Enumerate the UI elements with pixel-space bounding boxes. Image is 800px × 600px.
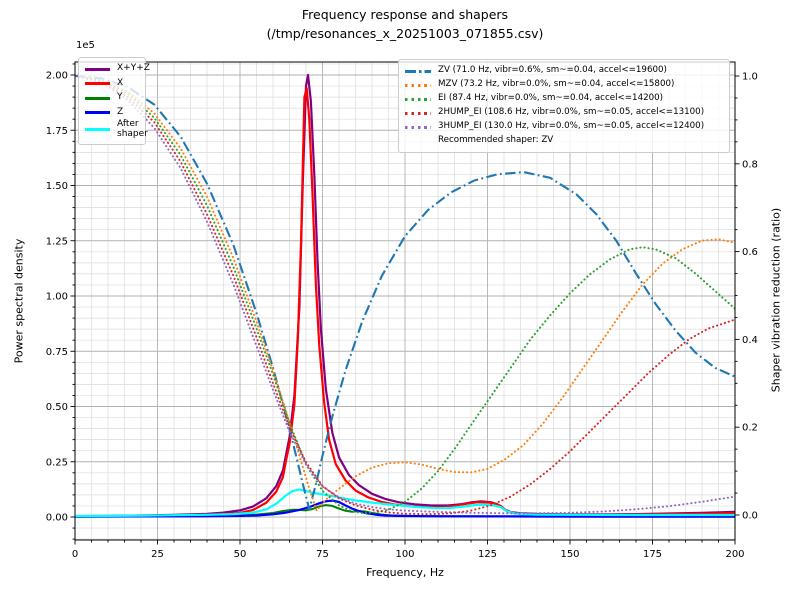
legend-swatch-solid-icon xyxy=(85,67,110,71)
y-left-tick-label: 2.00 xyxy=(46,71,68,82)
legend-item: MZV (73.2 Hz, vibr=0.0%, sm~=0.04, accel… xyxy=(405,78,723,92)
legend-swatch-dashdot-icon xyxy=(405,69,431,73)
legend-swatch-solid-icon xyxy=(85,128,110,132)
series-3hump-ei xyxy=(75,75,735,515)
y-right-tick-label: 0.4 xyxy=(742,335,758,346)
legend-item: EI (87.4 Hz, vibr=0.0%, sm~=0.04, accel<… xyxy=(405,92,723,106)
legend-swatch-dotted-icon xyxy=(405,125,431,129)
tick-labels: 0 25 50 75 100 125 150 175 200 0.00 0.25 0.50 0.75 1.… xyxy=(46,71,758,561)
y-right-tick-label: 0.2 xyxy=(742,423,758,434)
axis-ticks xyxy=(70,63,740,545)
y-left-tick-label: 1.50 xyxy=(46,181,68,192)
x-tick-label: 75 xyxy=(316,549,329,560)
series-ei xyxy=(75,75,735,515)
legend-swatch-solid-icon xyxy=(85,82,110,86)
legend-item: X+Y+Z xyxy=(85,62,150,77)
legend-swatch-blank xyxy=(405,140,431,143)
legend-item: After shaper xyxy=(85,119,148,140)
legend-item-label: Z xyxy=(117,106,124,117)
legend-item: 3HUMP_EI (130.0 Hz, vibr=0.0%, sm~=0.05,… xyxy=(405,120,723,134)
y-left-tick-label: 1.75 xyxy=(46,126,68,137)
legend-footer: Recommended shaper: ZV xyxy=(405,134,723,148)
legend-item-label: 3HUMP_EI (130.0 Hz, vibr=0.0%, sm~=0.05,… xyxy=(438,121,705,132)
chart-title-line1: Frequency response and shapers xyxy=(301,7,509,22)
x-tick-label: 150 xyxy=(560,549,579,560)
y-axis-left-label: Power spectral density xyxy=(12,238,26,364)
legend-item: 2HUMP_EI (108.6 Hz, vibr=0.0%, sm~=0.05,… xyxy=(405,106,723,120)
curves xyxy=(75,73,735,518)
legend-item: Z xyxy=(85,106,139,121)
x-tick-label: 125 xyxy=(478,549,497,560)
legend-item-label: ZV (71.0 Hz, vibr=0.6%, sm~=0.04, accel<… xyxy=(438,65,667,76)
legend-swatch-dotted-icon xyxy=(405,111,431,115)
y-left-tick-label: 0.00 xyxy=(46,513,68,524)
y-left-tick-label: 0.25 xyxy=(46,457,68,468)
legend-swatch-solid-icon xyxy=(85,111,110,115)
y-axis-offset-label: 1e5 xyxy=(76,40,95,51)
y-left-tick-label: 0.50 xyxy=(46,402,68,413)
legend-item: Y xyxy=(85,91,139,106)
x-axis-label: Frequency, Hz xyxy=(366,566,444,579)
chart-title: Frequency response and shapers (/tmp/res… xyxy=(75,6,735,44)
x-tick-label: 0 xyxy=(72,549,78,560)
y-left-tick-label: 0.75 xyxy=(46,347,68,358)
legend-swatch-dotted-icon xyxy=(405,83,431,87)
y-left-tick-label: 1.25 xyxy=(46,236,68,247)
x-tick-label: 50 xyxy=(234,549,247,560)
legend-swatch-dotted-icon xyxy=(405,97,431,101)
legend-item-label: EI (87.4 Hz, vibr=0.0%, sm~=0.04, accel<… xyxy=(438,93,664,104)
legend-item: X xyxy=(85,77,139,92)
x-tick-label: 200 xyxy=(725,549,744,560)
x-tick-label: 175 xyxy=(643,549,662,560)
legend-item-label: X xyxy=(117,77,124,88)
recommended-shaper-text: Recommended shaper: ZV xyxy=(438,135,554,146)
series-2hump-ei xyxy=(75,75,735,516)
series-z xyxy=(75,499,735,518)
legend-psd: X+Y+Z X Y Z After shaper xyxy=(78,57,150,145)
y-left-tick-label: 1.00 xyxy=(46,292,68,303)
chart-title-line2: (/tmp/resonances_x_20251003_071855.csv) xyxy=(266,25,544,41)
legend-shapers: ZV (71.0 Hz, vibr=0.6%, sm~=0.04, accel<… xyxy=(398,59,730,153)
y-axis-right-label: Shaper vibration reduction (ratio) xyxy=(769,207,783,393)
legend-item-label: X+Y+Z xyxy=(117,63,150,74)
y-right-tick-label: 0.6 xyxy=(742,247,758,258)
x-tick-label: 100 xyxy=(395,549,414,560)
y-right-tick-label: 0.0 xyxy=(742,511,758,522)
legend-item-label: 2HUMP_EI (108.6 Hz, vibr=0.0%, sm~=0.05,… xyxy=(438,107,705,118)
series-after-shaper xyxy=(75,488,735,518)
legend-swatch-solid-icon xyxy=(85,96,110,100)
legend-item: ZV (71.0 Hz, vibr=0.6%, sm~=0.04, accel<… xyxy=(405,64,723,78)
x-tick-label: 25 xyxy=(151,549,164,560)
legend-item-label: Y xyxy=(117,92,123,103)
grid-minor xyxy=(75,62,735,540)
legend-item-label: MZV (73.2 Hz, vibr=0.0%, sm~=0.04, accel… xyxy=(438,79,675,90)
y-right-tick-label: 0.8 xyxy=(742,159,758,170)
y-right-tick-label: 1.0 xyxy=(742,72,758,83)
legend-item-label: After shaper xyxy=(117,119,148,139)
